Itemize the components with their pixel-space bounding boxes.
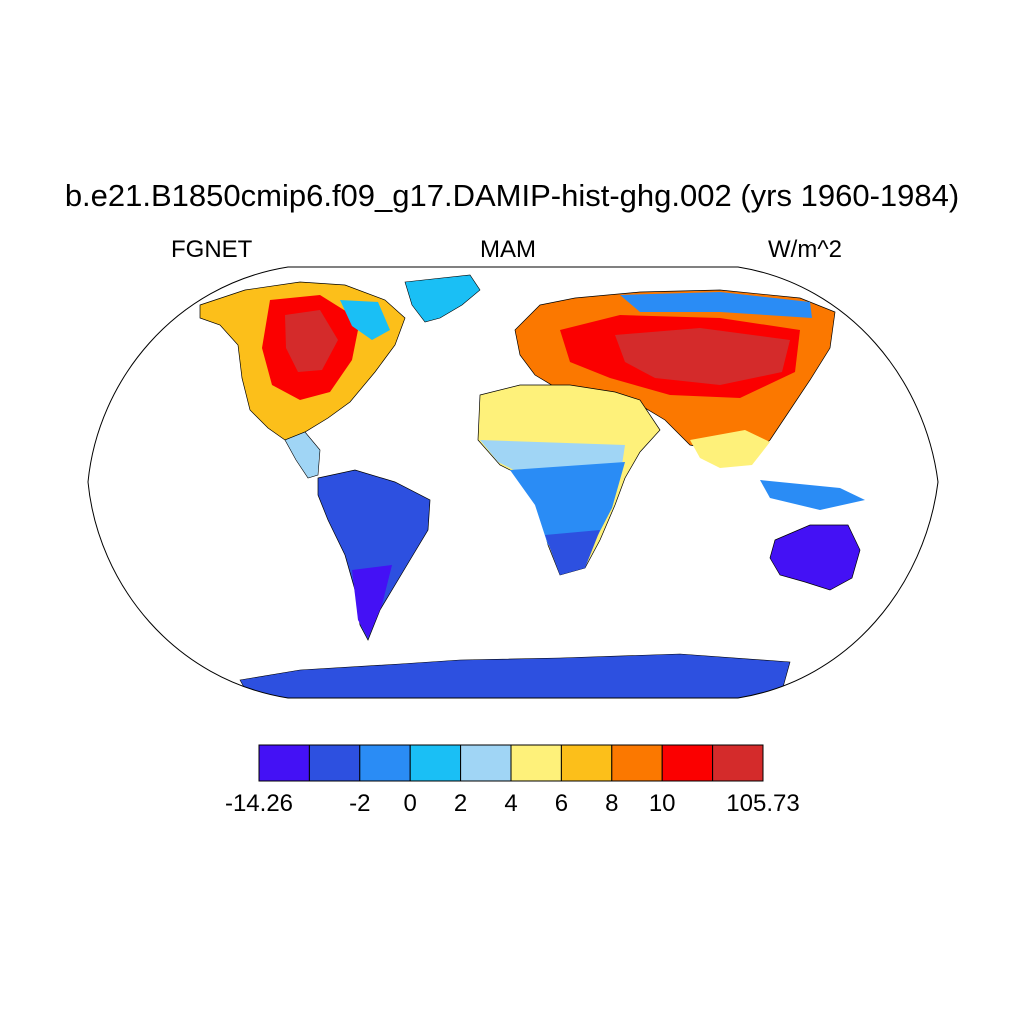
season-label: MAM <box>480 236 536 263</box>
north-america-max-core <box>285 310 338 372</box>
colorbar-box-4 <box>460 744 512 782</box>
colorbar-box-5 <box>510 744 562 782</box>
units-label: W/m^2 <box>768 236 842 263</box>
indonesia-region <box>760 480 865 510</box>
greenland-region <box>404 274 481 323</box>
colorbar-label-1: -2 <box>349 790 371 817</box>
colorbar-label-0: -14.26 <box>224 790 294 817</box>
plot-title: b.e21.B1850cmip6.f09_g17.DAMIP-hist-ghg.… <box>64 178 960 213</box>
colorbar-label-4: 4 <box>504 790 518 817</box>
colorbar-label-6: 8 <box>605 790 619 817</box>
globe-outline <box>87 266 939 699</box>
central-africa-region <box>510 462 625 545</box>
colorbar-box-1 <box>308 744 361 782</box>
colorbar-box-7 <box>611 744 663 782</box>
colorbar-box-2 <box>359 744 411 782</box>
colorbar-box-8 <box>661 744 714 782</box>
colorbar-box-3 <box>409 744 462 782</box>
siberia-max-core <box>615 328 790 385</box>
southern-africa-region <box>545 530 600 575</box>
colorbar-box-6 <box>560 744 613 782</box>
australia-region <box>769 524 861 591</box>
colorbar-box-9 <box>712 744 764 782</box>
colorbar-label-7: 10 <box>648 790 676 817</box>
south-america-region <box>317 469 431 641</box>
variable-label: FGNET <box>171 236 253 263</box>
central-america-region <box>284 431 321 479</box>
colorbar-label-5: 6 <box>554 790 569 817</box>
hudson-bay-rim <box>340 300 390 340</box>
southeast-asia-region <box>690 430 770 468</box>
south-america-south <box>352 565 392 638</box>
colorbar-label-2: 0 <box>403 790 417 817</box>
colorbar-label-8: 105.73 <box>726 790 800 817</box>
colorbar-label-3: 2 <box>453 790 468 817</box>
colorbar-box-0 <box>258 744 310 782</box>
arctic-coast-region <box>620 292 812 318</box>
antarctica-region <box>239 653 791 698</box>
